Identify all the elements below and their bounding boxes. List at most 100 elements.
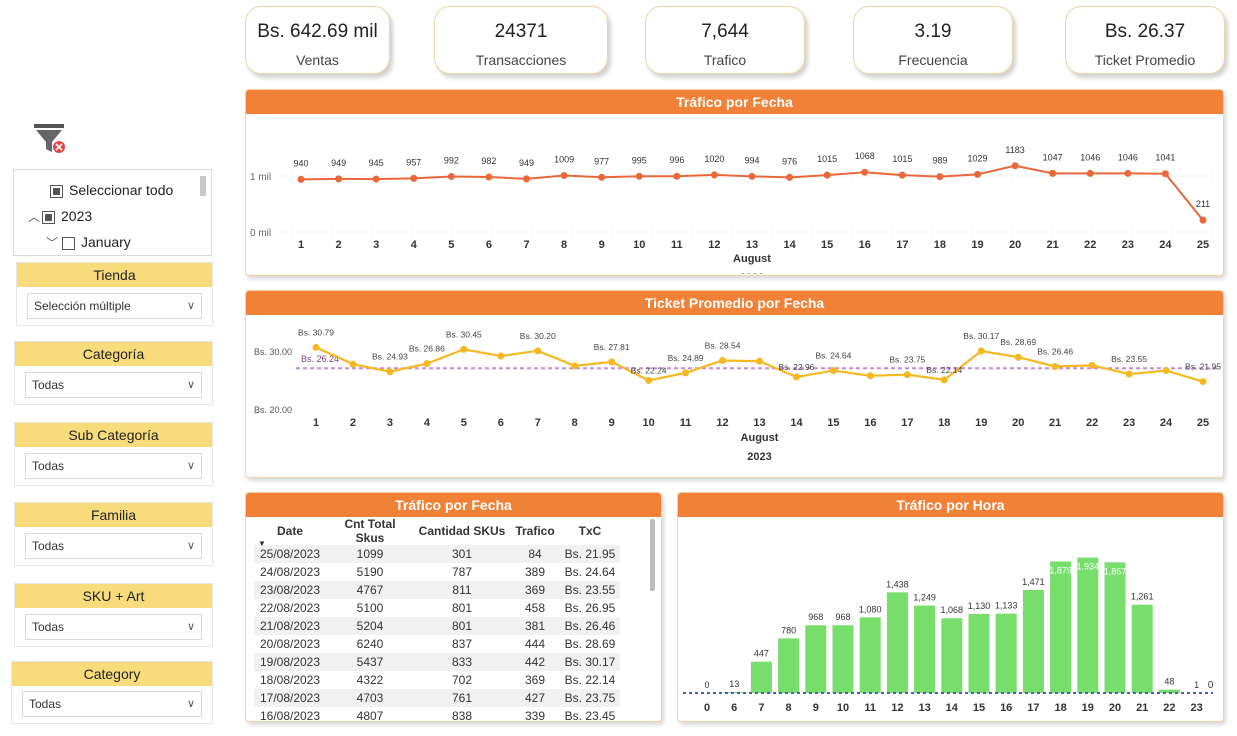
data-point: [645, 376, 653, 384]
table-cell: 427: [510, 689, 560, 707]
data-label: 13: [729, 679, 739, 689]
bar: [832, 625, 854, 693]
slicer-title: Tienda: [17, 263, 212, 287]
sort-down-icon[interactable]: ▼: [258, 539, 266, 548]
tree-month[interactable]: ﹀ January: [46, 231, 131, 253]
slicer-dropdown[interactable]: Todas ∨: [25, 453, 202, 479]
data-label: 945: [369, 158, 384, 168]
chevron-down-icon[interactable]: ∨: [186, 460, 195, 472]
chevron-up-icon[interactable]: ︿: [28, 210, 41, 224]
table-cell: 19/08/2023: [254, 653, 326, 671]
kpi-label: Frecuencia: [898, 52, 968, 68]
data-point: [447, 172, 455, 180]
data-label: Bs. 30.45: [446, 329, 482, 339]
data-point: [1199, 378, 1207, 386]
data-point: [372, 175, 380, 183]
data-point: [861, 168, 869, 176]
slicer-dropdown[interactable]: Todas ∨: [25, 533, 202, 559]
data-label: 968: [835, 612, 850, 622]
column-header-trafico[interactable]: Trafico: [515, 524, 555, 538]
hour-bar-chart-svg: 00136447778089689968101,080111,438121,24…: [683, 557, 1214, 714]
data-label: 1068: [855, 151, 875, 161]
data-label: 1,261: [1131, 592, 1154, 602]
table-cell: 801: [414, 617, 510, 635]
checkbox[interactable]: [62, 236, 75, 250]
chevron-down-icon[interactable]: ∨: [186, 621, 195, 633]
data-point: [1011, 162, 1019, 170]
table-cell: 16/08/2023: [259, 709, 321, 721]
chevron-down-icon[interactable]: ∨: [186, 300, 195, 312]
slicer-dropdown[interactable]: Todas ∨: [25, 372, 202, 398]
tree-year[interactable]: ︿ 2023: [28, 205, 92, 227]
table-row[interactable]: 20/08/2023 6240 837 444 Bs. 28.69: [254, 635, 620, 653]
traffic-table: Date ▼ Cnt Total Skus Cantidad SKUs Trafi…: [254, 517, 620, 721]
x-tick-label: 24: [1159, 239, 1172, 251]
table-row[interactable]: 16/08/2023 4807 838 339 Bs. 23.45: [254, 707, 620, 721]
column-header-cantidad-skus[interactable]: Cantidad SKUs: [418, 524, 506, 538]
data-point: [349, 360, 357, 368]
column-header-txc[interactable]: TxC: [578, 524, 602, 538]
table-cell: Bs. 22.14: [564, 673, 616, 687]
x-tick-label: 8: [572, 417, 578, 429]
x-tick-label: 18: [1054, 702, 1066, 714]
traffic-by-date-chart: Tráfico por Fecha 1 mil 0 mil 940 1 949 2 945 3…: [245, 89, 1224, 276]
x-tick-label: 23: [1122, 239, 1134, 251]
chevron-down-icon[interactable]: ﹀: [46, 236, 59, 250]
table-row[interactable]: 19/08/2023 5437 833 442 Bs. 30.17: [254, 653, 620, 671]
scrollbar[interactable]: [200, 176, 206, 196]
bar: [1022, 590, 1044, 693]
table-row[interactable]: 25/08/2023 1099 301 84 Bs. 21.95: [254, 545, 620, 563]
x-tick-label: 7: [523, 239, 529, 251]
scrollbar[interactable]: [650, 519, 655, 591]
table-row[interactable]: 22/08/2023 5100 801 458 Bs. 26.95: [254, 599, 620, 617]
table-cell: 838: [451, 709, 473, 721]
data-point: [719, 356, 727, 364]
bar: [995, 613, 1017, 693]
kpi-label: Trafico: [703, 52, 747, 68]
x-tick-label: 10: [633, 239, 645, 251]
slicer-dropdown[interactable]: Todas ∨: [25, 614, 202, 640]
x-tick-label: 24: [1160, 417, 1173, 429]
x-tick-label: 21: [1049, 417, 1061, 429]
data-label: Bs. 24.89: [668, 353, 704, 363]
table-cell: 444: [524, 637, 546, 651]
x-tick-label: 20: [1109, 702, 1121, 714]
checkbox[interactable]: [42, 210, 55, 224]
table-row[interactable]: 18/08/2023 4322 702 369 Bs. 22.14: [254, 671, 620, 689]
x-axis-label: August: [733, 253, 771, 265]
data-point: [386, 368, 394, 376]
data-point: [1125, 370, 1133, 378]
chevron-down-icon[interactable]: ∨: [186, 698, 195, 710]
table-row[interactable]: 23/08/2023 4767 811 369 Bs. 23.55: [254, 581, 620, 599]
data-label: 940: [293, 158, 308, 168]
date-tree-slicer[interactable]: Seleccionar todo ︿ 2023 ﹀ January: [13, 169, 212, 256]
x-tick-label: 22: [1086, 417, 1098, 429]
column-header-cnt-total-skus[interactable]: Cnt Total Skus: [344, 517, 396, 545]
table-row[interactable]: 21/08/2023 5204 801 381 Bs. 26.46: [254, 617, 620, 635]
data-point: [1124, 169, 1132, 177]
table-cell: 22/08/2023: [259, 601, 321, 615]
data-label: 1047: [1043, 152, 1063, 162]
data-point: [410, 174, 418, 182]
x-tick-label: 5: [461, 417, 467, 429]
tree-select-all[interactable]: Seleccionar todo: [50, 179, 173, 201]
column-header-date[interactable]: Date ▼: [254, 517, 326, 548]
data-point: [866, 372, 874, 380]
chevron-down-icon[interactable]: ∨: [186, 540, 195, 552]
data-label: 957: [406, 157, 421, 167]
table-cell: 787: [451, 565, 473, 579]
slicer-value: Todas: [29, 697, 62, 711]
chevron-down-icon[interactable]: ∨: [186, 379, 195, 391]
slicer-dropdown[interactable]: Todas ∨: [22, 691, 202, 717]
table-row[interactable]: 24/08/2023 5190 787 389 Bs. 24.64: [254, 563, 620, 581]
table-cell: 5190: [356, 565, 384, 579]
filter-clear-icon[interactable]: [34, 122, 68, 156]
table-cell: 4322: [356, 673, 384, 687]
checkbox[interactable]: [50, 184, 63, 198]
table-row[interactable]: 17/08/2023 4703 761 427 Bs. 23.75: [254, 689, 620, 707]
slicer-dropdown[interactable]: Selección múltiple ∨: [27, 293, 202, 319]
data-point: [312, 343, 320, 351]
slicer-value: Todas: [32, 620, 65, 634]
data-point: [1088, 361, 1096, 369]
